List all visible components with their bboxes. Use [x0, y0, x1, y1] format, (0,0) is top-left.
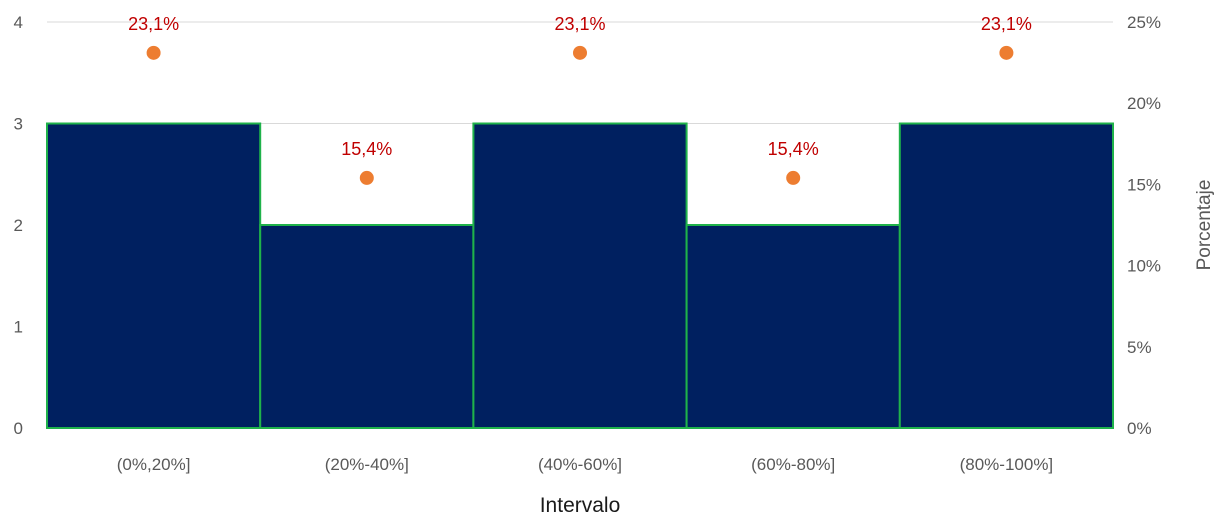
x-axis-ticks: (0%,20%] (20%-40%] (40%-60%] (60%-80%] (80%-…	[117, 455, 1053, 474]
right-axis-ticks: 0% 5% 10% 15% 20% 25%	[1127, 13, 1161, 438]
point-2	[359, 170, 374, 185]
data-labels: 23,1% 15,4% 23,1% 15,4% 23,1%	[128, 14, 1032, 159]
data-label-2: 15,4%	[341, 139, 392, 159]
right-tick-label: 15%	[1127, 175, 1161, 194]
x-tick-label: (0%,20%]	[117, 455, 191, 474]
x-tick-label: (60%-80%]	[751, 455, 835, 474]
point-3	[573, 45, 587, 60]
bars	[46, 122, 1114, 429]
data-label-4: 15,4%	[768, 139, 819, 159]
right-tick-label: 10%	[1127, 257, 1161, 276]
data-label-1: 23,1%	[128, 14, 179, 34]
x-tick-label: (40%-60%]	[538, 455, 622, 474]
bar-2	[259, 224, 475, 429]
bar-1	[46, 122, 262, 429]
point-1	[146, 45, 161, 60]
x-axis-title: Intervalo	[540, 494, 621, 517]
left-tick-label: 1	[14, 318, 23, 337]
percentage-points	[146, 45, 1014, 185]
bar-4	[685, 224, 901, 429]
right-tick-label: 20%	[1127, 94, 1161, 113]
x-tick-label: (80%-100%]	[960, 455, 1054, 474]
left-axis-ticks: 0 1 2 3 4	[14, 13, 23, 438]
bar-3	[472, 122, 688, 429]
right-tick-label: 0%	[1127, 419, 1152, 438]
point-4	[786, 170, 801, 185]
left-tick-label: 2	[14, 216, 23, 235]
point-5	[999, 45, 1014, 60]
right-tick-label: 25%	[1127, 13, 1161, 32]
x-tick-label: (20%-40%]	[325, 455, 409, 474]
left-tick-label: 0	[14, 419, 23, 438]
left-tick-label: 3	[14, 115, 23, 134]
data-label-5: 23,1%	[981, 14, 1032, 34]
bar-5	[898, 122, 1114, 429]
left-tick-label: 4	[14, 13, 23, 32]
right-axis-title: Porcentaje	[1194, 180, 1215, 271]
data-label-3: 23,1%	[554, 14, 605, 34]
right-tick-label: 5%	[1127, 338, 1152, 357]
